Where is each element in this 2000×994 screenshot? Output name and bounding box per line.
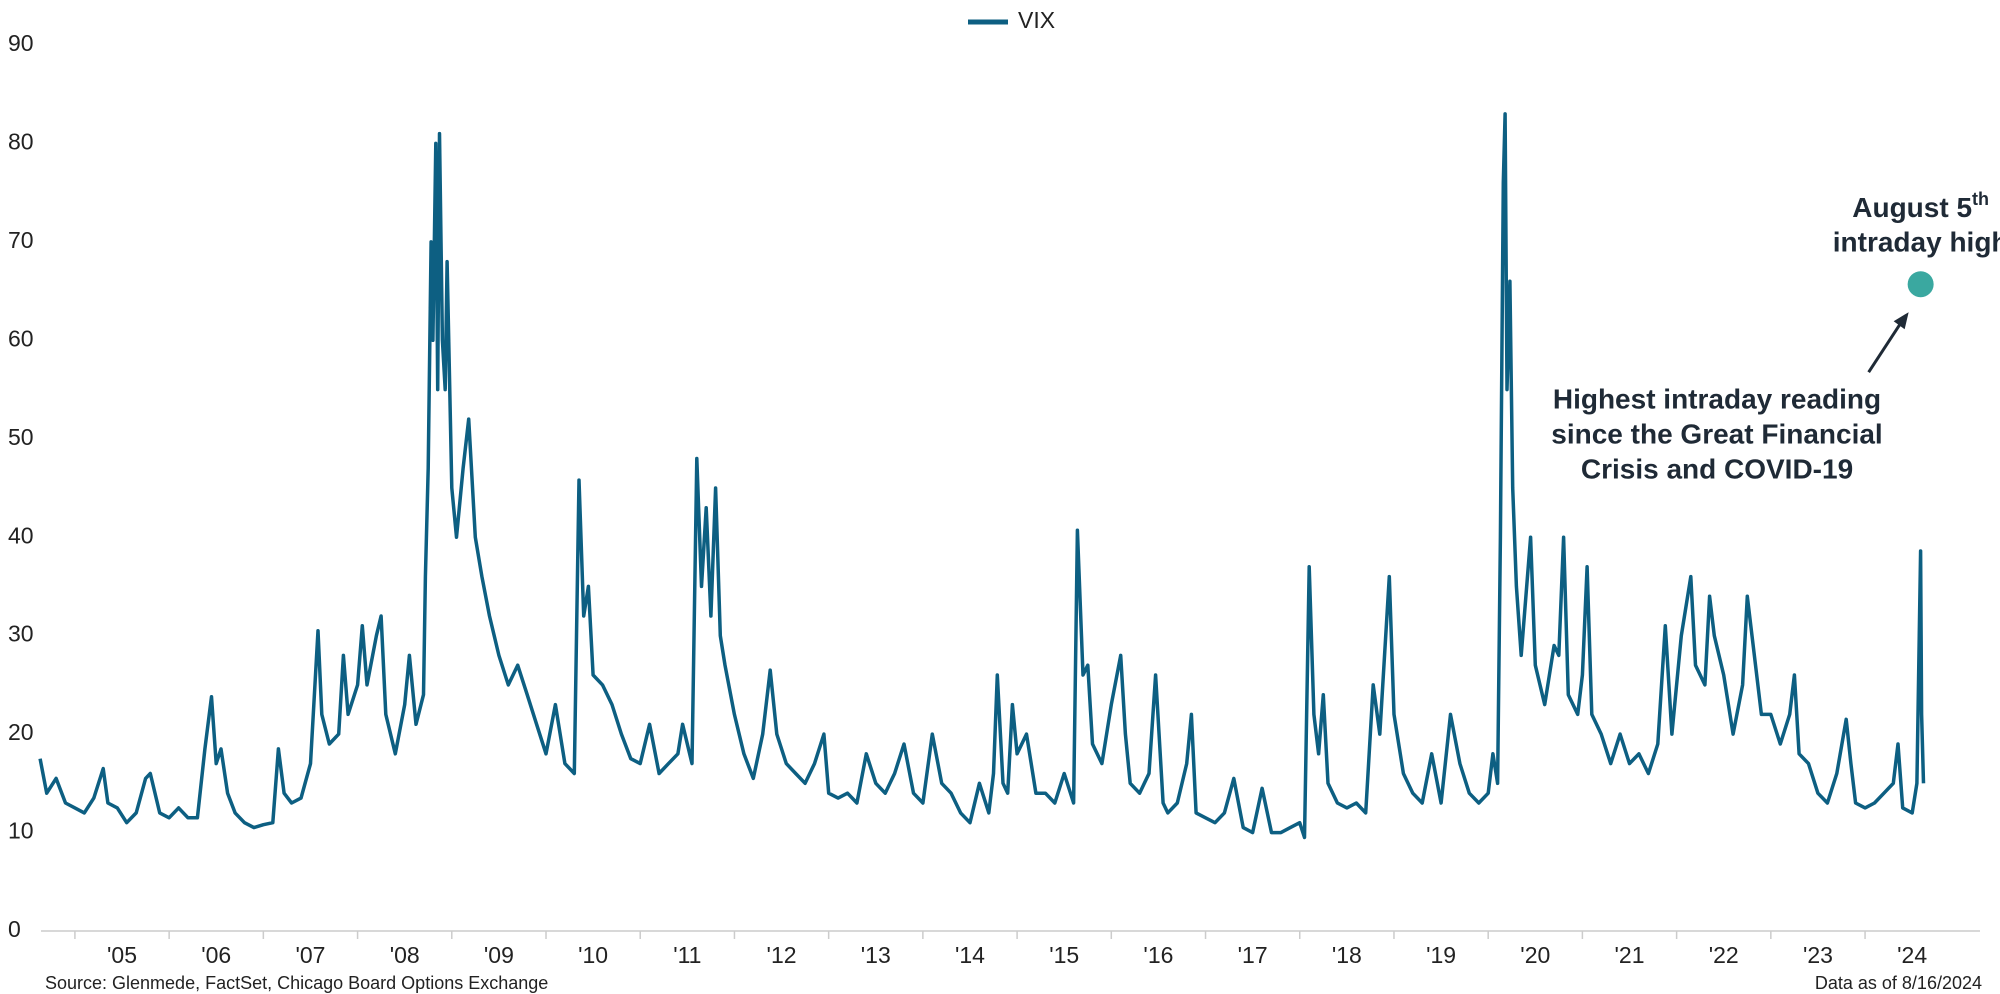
legend-label: VIX bbox=[1018, 7, 1055, 33]
annotation-dot bbox=[1907, 271, 1934, 298]
y-tick-label: 30 bbox=[8, 621, 34, 647]
x-tick-label: '21 bbox=[1615, 942, 1645, 968]
y-tick-label: 50 bbox=[8, 424, 34, 450]
y-tick-label: 20 bbox=[8, 719, 34, 745]
annotation-title-main: August 5 bbox=[1852, 193, 1972, 224]
vix-line bbox=[38, 112, 1926, 840]
x-tick-label: '05 bbox=[107, 942, 137, 968]
annotation-note: since the Great Financial bbox=[1551, 418, 1882, 449]
x-tick-label: '23 bbox=[1803, 942, 1833, 968]
annotation-arrow bbox=[1867, 319, 1904, 374]
as-of-note: Data as of 8/16/2024 bbox=[1815, 973, 1982, 993]
y-tick-label: 60 bbox=[8, 325, 34, 351]
annotation-note: Crisis and COVID-19 bbox=[1581, 453, 1853, 484]
x-tick-label: '15 bbox=[1049, 942, 1079, 968]
x-tick-label: '16 bbox=[1143, 942, 1173, 968]
y-tick-label: 0 bbox=[8, 916, 21, 942]
x-tick-label: '06 bbox=[201, 942, 231, 968]
x-tick-label: '22 bbox=[1709, 942, 1739, 968]
source-note: Source: Glenmede, FactSet, Chicago Board… bbox=[45, 973, 548, 993]
x-tick-label: '19 bbox=[1426, 942, 1456, 968]
y-tick-label: 40 bbox=[8, 522, 34, 548]
y-tick-label: 70 bbox=[8, 227, 34, 253]
x-tick-label: '18 bbox=[1332, 942, 1362, 968]
x-tick-label: '09 bbox=[484, 942, 514, 968]
x-tick-label: '17 bbox=[1238, 942, 1268, 968]
x-tick-label: '10 bbox=[578, 942, 608, 968]
annotation-title: August 5th bbox=[1852, 189, 1989, 224]
y-tick-label: 90 bbox=[8, 30, 34, 56]
x-tick-label: '13 bbox=[861, 942, 891, 968]
x-tick-label: '11 bbox=[673, 942, 701, 968]
x-tick-label: '07 bbox=[295, 942, 325, 968]
x-tick-label: '12 bbox=[767, 942, 797, 968]
x-tick-label: '20 bbox=[1520, 942, 1550, 968]
annotation-title-sup: th bbox=[1972, 189, 1989, 209]
x-tick-label: '08 bbox=[390, 942, 420, 968]
annotation-title-line2: intraday high bbox=[1833, 227, 2000, 258]
y-tick-label: 10 bbox=[8, 818, 34, 844]
x-tick-label: '24 bbox=[1897, 942, 1927, 968]
arrow-head bbox=[1893, 312, 1909, 330]
x-tick-label: '14 bbox=[955, 942, 985, 968]
y-tick-label: 80 bbox=[8, 129, 34, 155]
annotation-note: Highest intraday reading bbox=[1553, 383, 1881, 414]
